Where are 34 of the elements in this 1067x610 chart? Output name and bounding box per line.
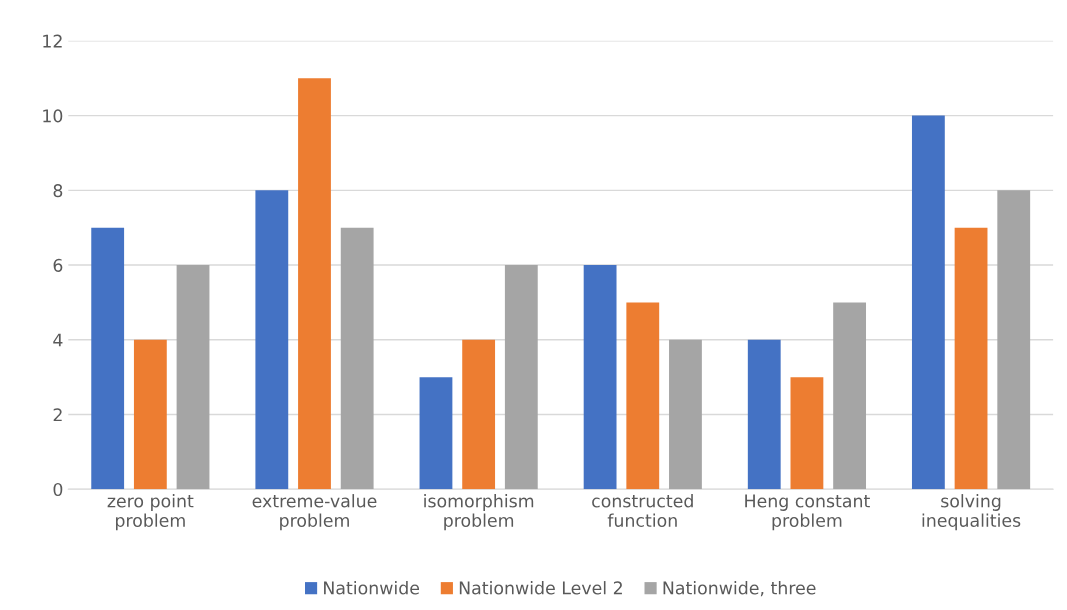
legend-label: Nationwide, three (663, 581, 816, 597)
x-tick-label: isomorphism problem (424, 494, 534, 531)
x-tick-label: solving inequalities (922, 494, 1021, 531)
bar (462, 339, 496, 490)
bar (91, 227, 125, 490)
bar (747, 339, 781, 490)
y-tick-label: 12 (43, 34, 62, 48)
y-tick-label: 2 (53, 408, 62, 422)
bar (419, 377, 453, 490)
bar (298, 78, 331, 490)
bar (911, 115, 945, 490)
bar (833, 302, 867, 490)
x-tick-label: zero point problem (107, 494, 194, 531)
bar (626, 302, 660, 490)
x-tick-label: extreme-value problem (252, 494, 377, 531)
x-tick-label: constructed function (592, 494, 693, 527)
bar (954, 227, 988, 490)
y-tick-label: 4 (53, 333, 63, 347)
bar (790, 377, 824, 490)
y-tick-label: 0 (53, 482, 63, 497)
bar (669, 339, 702, 490)
bar (255, 190, 289, 490)
bar (133, 339, 167, 490)
bar (997, 190, 1031, 490)
legend-label: Nationwide (324, 581, 420, 595)
x-tick-label: Heng constant problem (745, 494, 870, 531)
y-tick-label: 10 (43, 109, 63, 123)
y-tick-label: 6 (53, 258, 63, 272)
y-tick-label: 8 (53, 184, 63, 198)
legend-label: Nationwide Level 2 (459, 581, 622, 595)
bar (176, 265, 210, 490)
bar (504, 265, 538, 490)
bar (583, 265, 617, 490)
bar (340, 227, 374, 490)
